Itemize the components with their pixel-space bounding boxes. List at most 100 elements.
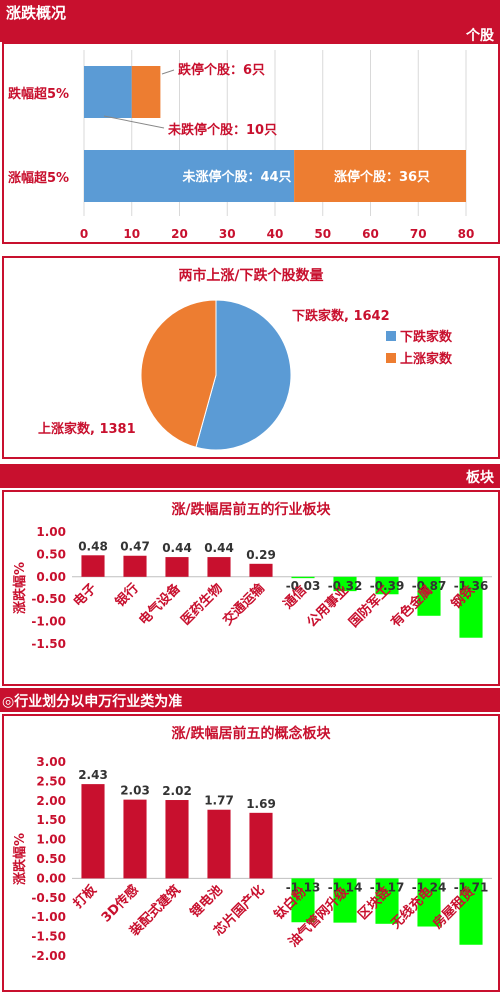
value-label: 0.44 <box>204 541 234 555</box>
x-tick-label: 80 <box>458 227 475 241</box>
y-tick-label: 1.00 <box>36 833 66 847</box>
bar <box>459 576 483 638</box>
x-tick-label: 20 <box>171 227 188 241</box>
y-tick-label: 1.00 <box>36 525 66 539</box>
y-tick-label: 0.50 <box>36 547 66 561</box>
x-tick-label: 0 <box>80 227 88 241</box>
bar <box>249 812 273 879</box>
y-tick-label: 0.00 <box>36 570 66 584</box>
category-label: 医药生物 <box>178 580 226 628</box>
data-label: 跌停个股：6只 <box>178 62 265 78</box>
y-tick-label: -1.00 <box>31 615 66 629</box>
x-tick-label: 70 <box>410 227 427 241</box>
y-tick-label: -1.50 <box>31 930 66 944</box>
category-label: 3D传感 <box>98 882 142 926</box>
value-label: -1.17 <box>370 880 405 894</box>
y-tick-label: -0.50 <box>31 592 66 606</box>
advance-decline-panel: 两市上涨/下跌个股数量 下跌家数, 1642 上涨家数, 1381 下跌家数 上涨家数 <box>2 256 500 459</box>
bar-segment <box>84 66 132 118</box>
industry-sector-chart: 涨/跌幅居前五的行业板块 1.00 0.50 0.00 -0.50 -1.00 -1.50 涨… <box>12 501 492 651</box>
category-label: 电子 <box>70 580 100 610</box>
category-label: 银行 <box>112 580 142 610</box>
leader-line <box>161 69 175 75</box>
x-tick-label: 40 <box>267 227 284 241</box>
y-tick-label: 2.00 <box>36 794 66 808</box>
bar <box>333 878 357 923</box>
value-label: 0.44 <box>162 541 192 555</box>
page-title: 涨跌概况 <box>6 4 67 22</box>
chart-title: 涨/跌幅居前五的行业板块 <box>171 501 331 518</box>
y-tick-label: 2.50 <box>36 774 66 788</box>
bar <box>207 809 231 879</box>
footnote-bar: ◎行业划分以申万行业类为准 <box>0 688 500 712</box>
value-label: 0.47 <box>120 540 150 554</box>
value-label: 0.29 <box>246 548 276 562</box>
section-label-sectors: 板块 <box>466 470 494 486</box>
value-label: -1.36 <box>454 579 489 593</box>
legend-entry: 上涨家数 <box>400 351 453 367</box>
section-bar-stocks: 个股 <box>0 24 500 44</box>
bar <box>417 878 441 927</box>
bar <box>375 576 399 595</box>
category-label: 交通运输 <box>220 580 269 629</box>
legend-swatch <box>386 331 396 341</box>
category-label: 涨幅超5% <box>7 170 69 186</box>
value-label: -1.24 <box>412 880 447 894</box>
category-label: 打板 <box>70 881 100 911</box>
chart-title: 两市上涨/下跌个股数量 <box>178 267 323 284</box>
bar <box>123 799 147 879</box>
bar <box>123 555 147 577</box>
bar <box>417 576 441 616</box>
x-tick-label: 30 <box>219 227 236 241</box>
value-label: 2.03 <box>120 784 150 798</box>
value-label: 0.48 <box>78 539 108 553</box>
pie-data-label: 下跌家数, 1642 <box>292 308 390 324</box>
value-label: -1.14 <box>328 880 363 894</box>
value-label: -0.87 <box>412 579 447 593</box>
bar <box>375 878 399 924</box>
concept-sector-chart: 涨/跌幅居前五的概念板块 3.00 2.50 2.00 1.50 1.00 0.50 0.00… <box>12 725 492 963</box>
leader-line <box>103 115 165 129</box>
industry-sector-panel: 涨/跌幅居前五的行业板块 1.00 0.50 0.00 -0.50 -1.00 -1.50 涨… <box>2 490 500 686</box>
value-label: -0.39 <box>370 579 405 593</box>
footnote-text: ◎行业划分以申万行业类为准 <box>2 694 183 710</box>
y-tick-label: 0.50 <box>36 852 66 866</box>
x-tick-label: 50 <box>314 227 331 241</box>
y-tick-label: -2.00 <box>31 949 66 963</box>
bar <box>81 784 105 879</box>
y-axis-label: 涨跌幅% <box>12 833 28 886</box>
y-tick-label: -1.50 <box>31 637 66 651</box>
header-bar: 涨跌概况 <box>0 0 500 24</box>
section-label-stocks: 个股 <box>466 28 494 44</box>
category-label: 电气设备 <box>136 580 185 629</box>
y-tick-label: 1.50 <box>36 813 66 827</box>
bar <box>249 563 273 577</box>
y-tick-label: -1.00 <box>31 910 66 924</box>
value-label: 2.43 <box>78 768 108 782</box>
pie-data-label: 上涨家数, 1381 <box>38 421 136 437</box>
bar-segment <box>84 150 295 202</box>
x-tick-label: 10 <box>123 227 140 241</box>
bar <box>459 878 483 945</box>
y-tick-label: 3.00 <box>36 755 66 769</box>
pie-slice <box>195 299 292 451</box>
x-tick-label: 60 <box>362 227 379 241</box>
bar <box>291 878 315 923</box>
data-label: 涨停个股：36只 <box>333 169 430 185</box>
chart-title: 涨/跌幅居前五的概念板块 <box>171 725 331 742</box>
category-label: 锂电池 <box>187 882 226 921</box>
section-bar-sectors: 板块 <box>0 464 500 488</box>
bar <box>165 557 189 577</box>
value-label: 2.02 <box>162 784 192 798</box>
bar-segment <box>294 150 466 202</box>
value-label: -0.32 <box>328 579 363 593</box>
legend-swatch <box>386 353 396 363</box>
value-label: -1.13 <box>286 880 321 894</box>
limit-stocks-chart: 0 10 20 30 40 50 60 70 80 跌幅超5% 涨幅超5% 跌停个股：6只未跌停个股：… <box>7 50 475 241</box>
bar <box>81 555 105 577</box>
bar <box>333 576 357 592</box>
value-label: 1.77 <box>204 794 234 808</box>
value-label: -1.71 <box>454 880 489 894</box>
pie-slice <box>140 299 217 448</box>
